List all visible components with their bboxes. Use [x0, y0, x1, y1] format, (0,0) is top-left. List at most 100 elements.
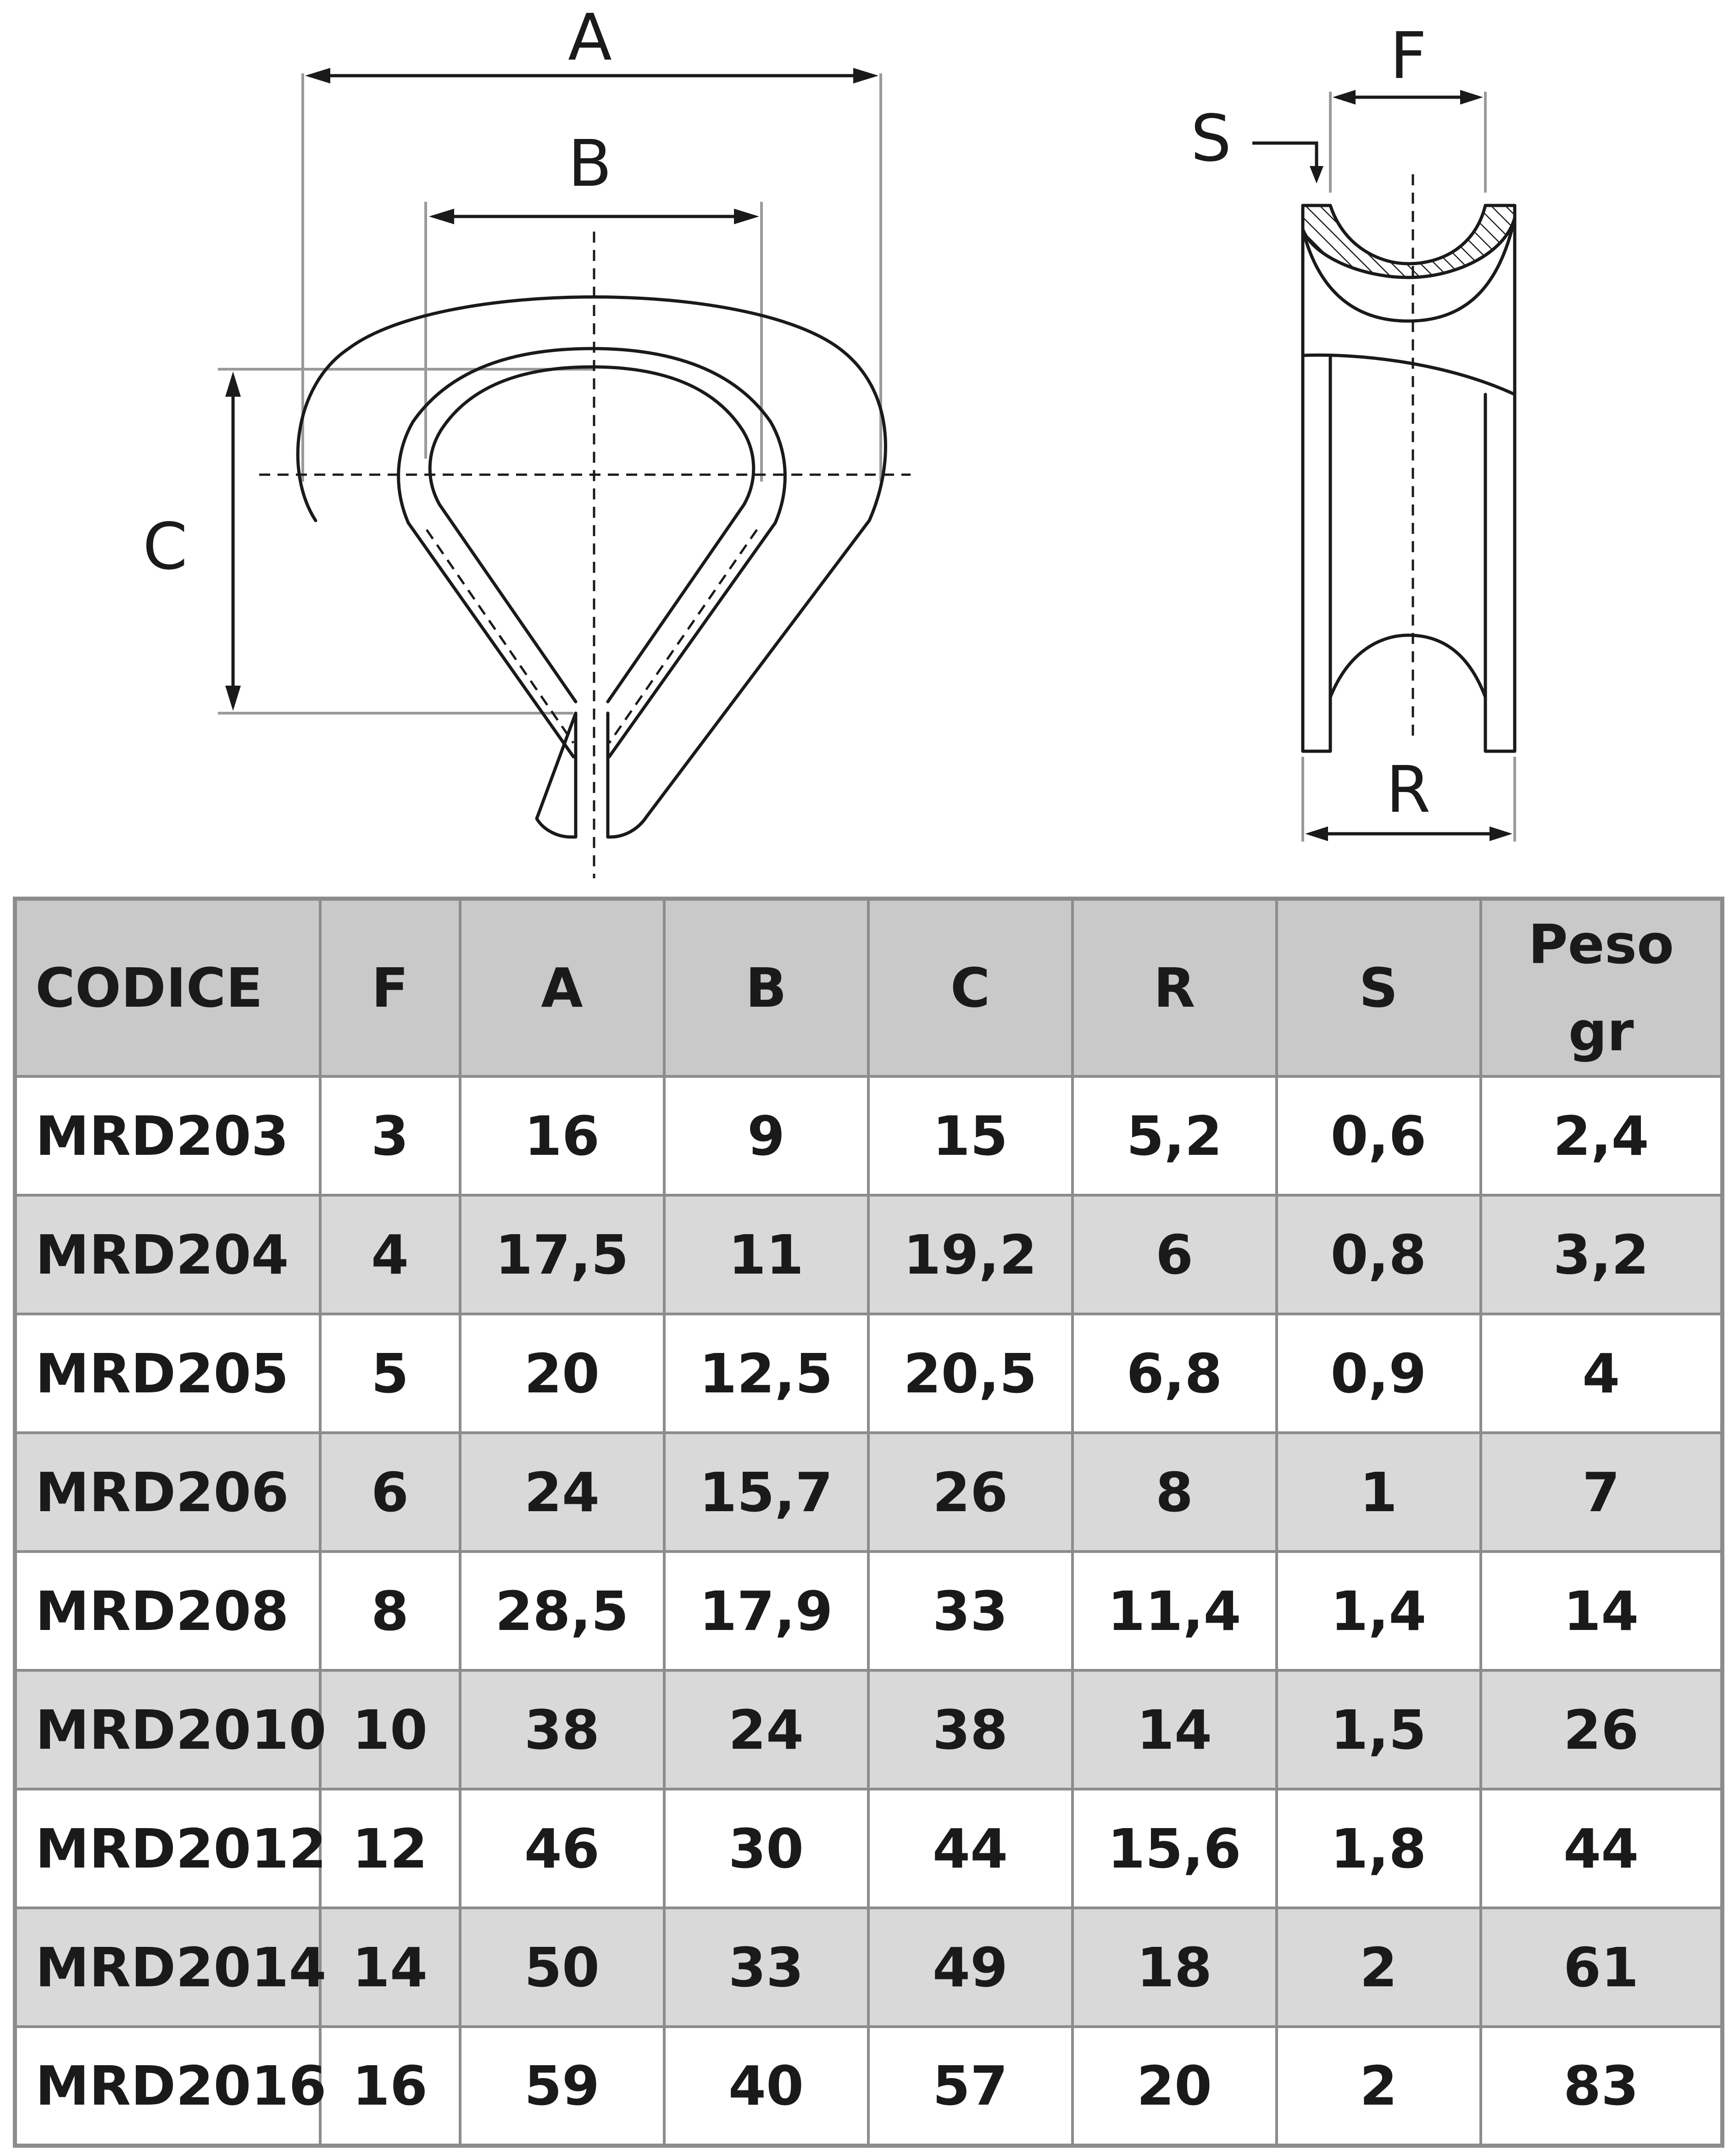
table-row: MRD2014 14 50 33 49 18 2 61	[13, 1907, 1724, 2028]
cell-codice: MRD205	[13, 1313, 322, 1434]
header-peso: Peso gr	[1479, 897, 1724, 1078]
dimension-r: R	[1305, 753, 1512, 841]
label-s: S	[1191, 101, 1232, 176]
cell-c: 15	[867, 1075, 1074, 1197]
cell-s: 0,9	[1275, 1313, 1482, 1434]
cell-a: 17,5	[458, 1194, 666, 1315]
cell-peso: 14	[1479, 1550, 1724, 1672]
cell-s: 1	[1275, 1431, 1482, 1553]
specifications-table: CODICE F A B C R S Peso gr MRD203 3 16 9…	[13, 897, 1724, 2148]
header-codice: CODICE	[13, 897, 322, 1078]
side-body-outline	[1301, 204, 1517, 753]
cell-s: 1,8	[1275, 1788, 1482, 1909]
cell-f: 16	[318, 2025, 461, 2147]
cell-a: 38	[458, 1669, 666, 1790]
label-a: A	[568, 0, 612, 75]
cell-c: 33	[867, 1550, 1074, 1672]
cell-b: 30	[662, 1788, 870, 1909]
cell-b: 17,9	[662, 1550, 870, 1672]
table-row: MRD205 5 20 12,5 20,5 6,8 0,9 4	[13, 1313, 1724, 1434]
cell-codice: MRD2010	[13, 1669, 327, 1790]
cell-s: 1,4	[1275, 1550, 1482, 1672]
cell-c: 57	[867, 2025, 1074, 2147]
cell-a: 50	[458, 1907, 666, 2028]
label-r: R	[1386, 753, 1430, 827]
cell-codice: MRD203	[13, 1075, 322, 1197]
cell-codice: MRD2016	[13, 2025, 327, 2147]
cell-s: 0,6	[1275, 1075, 1482, 1197]
cell-codice: MRD206	[13, 1431, 322, 1553]
table-row: MRD206 6 24 15,7 26 8 1 7	[13, 1431, 1724, 1553]
table-row: MRD2012 12 46 30 44 15,6 1,8 44	[13, 1788, 1724, 1909]
table-row: MRD203 3 16 9 15 5,2 0,6 2,4	[13, 1075, 1724, 1197]
cell-peso: 3,2	[1479, 1194, 1724, 1315]
cell-peso: 61	[1479, 1907, 1724, 2028]
dimension-f: F	[1333, 19, 1483, 105]
groove-outer-line	[397, 347, 787, 759]
cell-b: 33	[662, 1907, 870, 2028]
cell-codice: MRD2014	[13, 1907, 327, 2028]
dimension-s: S	[1191, 101, 1323, 183]
table-row: MRD204 4 17,5 11 19,2 6 0,8 3,2	[13, 1194, 1724, 1315]
header-c: C	[867, 897, 1074, 1078]
cell-s: 2	[1275, 1907, 1482, 2028]
header-peso-line1: Peso	[1528, 913, 1674, 976]
header-r: R	[1071, 897, 1278, 1078]
cell-a: 46	[458, 1788, 666, 1909]
cell-a: 16	[458, 1075, 666, 1197]
table-row: MRD208 8 28,5 17,9 33 11,4 1,4 14	[13, 1550, 1724, 1672]
cell-f: 3	[318, 1075, 461, 1197]
cell-s: 2	[1275, 2025, 1482, 2147]
cell-b: 24	[662, 1669, 870, 1790]
cell-peso: 26	[1479, 1669, 1724, 1790]
table-row: MRD2010 10 38 24 38 14 1,5 26	[13, 1669, 1724, 1790]
table-header-row: CODICE F A B C R S Peso gr	[13, 897, 1724, 1078]
cell-peso: 4	[1479, 1313, 1724, 1434]
side-view: F S R	[1191, 19, 1517, 842]
cell-f: 14	[318, 1907, 461, 2028]
label-f: F	[1390, 19, 1427, 94]
cell-r: 8	[1071, 1431, 1278, 1553]
cell-c: 19,2	[867, 1194, 1074, 1315]
cell-a: 20	[458, 1313, 666, 1434]
cell-c: 26	[867, 1431, 1074, 1553]
dimension-b: B	[429, 127, 759, 224]
cell-b: 15,7	[662, 1431, 870, 1553]
groove-inner-line	[428, 365, 756, 704]
front-view: A B C	[143, 0, 911, 878]
label-b: B	[568, 127, 612, 201]
cell-peso: 44	[1479, 1788, 1724, 1909]
cell-f: 5	[318, 1313, 461, 1434]
cell-r: 18	[1071, 1907, 1278, 2028]
dimension-c: C	[143, 371, 241, 711]
header-b: B	[662, 897, 870, 1078]
cell-codice: MRD2012	[13, 1788, 327, 1909]
cell-r: 15,6	[1071, 1788, 1278, 1909]
cell-f: 6	[318, 1431, 461, 1553]
cell-b: 11	[662, 1194, 870, 1315]
cell-a: 59	[458, 2025, 666, 2147]
cell-f: 12	[318, 1788, 461, 1909]
cell-codice: MRD208	[13, 1550, 322, 1672]
cell-b: 9	[662, 1075, 870, 1197]
cell-s: 0,8	[1275, 1194, 1482, 1315]
header-s: S	[1275, 897, 1482, 1078]
thimble-technical-drawing: A B C	[143, 0, 1517, 878]
cell-b: 40	[662, 2025, 870, 2147]
cell-c: 44	[867, 1788, 1074, 1909]
cell-r: 14	[1071, 1669, 1278, 1790]
label-c: C	[143, 510, 188, 584]
cell-c: 49	[867, 1907, 1074, 2028]
cell-s: 1,5	[1275, 1669, 1482, 1790]
header-a: A	[458, 897, 666, 1078]
cell-r: 5,2	[1071, 1075, 1278, 1197]
header-f: F	[318, 897, 461, 1078]
dimension-a: A	[305, 0, 878, 83]
thimble-outer-outline	[296, 295, 887, 839]
hatched-cross-section	[1301, 204, 1517, 279]
table-row: MRD2016 16 59 40 57 20 2 83	[13, 2025, 1724, 2147]
cell-peso: 7	[1479, 1431, 1724, 1553]
cell-peso: 2,4	[1479, 1075, 1724, 1197]
cell-r: 11,4	[1071, 1550, 1278, 1672]
cell-f: 8	[318, 1550, 461, 1672]
